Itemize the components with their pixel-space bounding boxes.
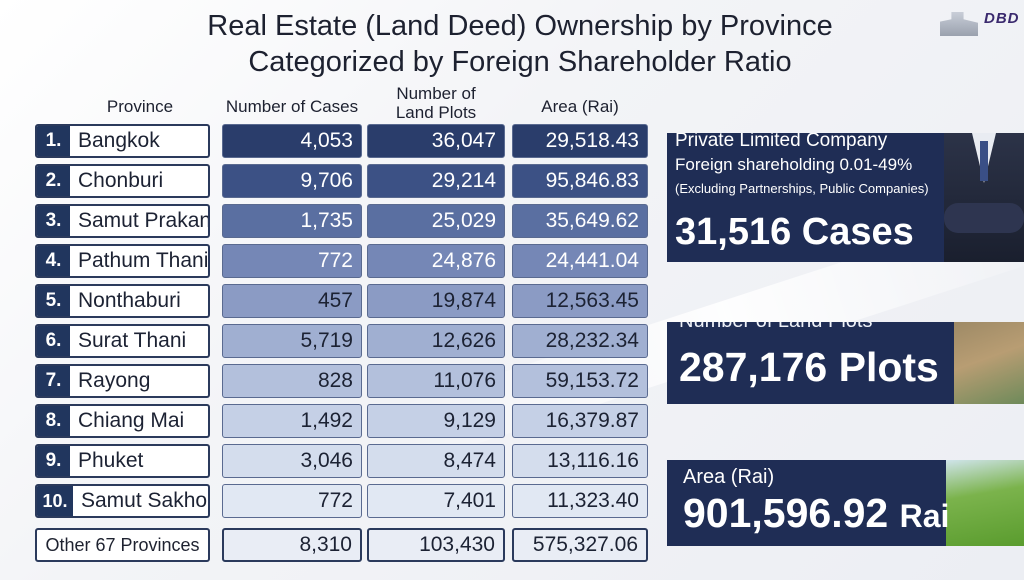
province-name: Surat Thani [78,329,187,352]
rank-badge: 2. [37,166,70,196]
other-plots-cell: 103,430 [367,528,505,562]
province-name: Chiang Mai [78,409,185,432]
cases-cell: 828 [222,364,362,398]
cases-cell: 772 [222,484,362,518]
other-provinces-label: Other 67 Provinces [35,528,210,562]
area-cell: 24,441.04 [512,244,648,278]
province-cell: 7. Rayong [35,364,210,398]
area-value-unit: Rai [899,498,950,534]
area-cell: 59,153.72 [512,364,648,398]
header-plots-line1: Number of [396,84,476,103]
company-exclusion-note: (Excluding Partnerships, Public Companie… [675,181,929,196]
header-province: Province [106,97,174,116]
plots-value: 287,176 Plots [679,344,939,390]
company-heading: Private Limited Company [675,133,888,151]
rank-badge: 5. [37,286,70,316]
header-cases: Number of Cases [225,97,359,116]
logo-text: DBD [984,10,1020,27]
province-cell: 3. Samut Prakan [35,204,210,238]
area-cell: 95,846.83 [512,164,648,198]
province-name: Bangkok [78,129,160,152]
page-subtitle: Categorized by Foreign Shareholder Ratio [248,46,792,78]
page-title: Real Estate (Land Deed) Ownership by Pro… [207,10,833,42]
rank-badge: 1. [37,126,70,156]
cases-cell: 457 [222,284,362,318]
company-cases-value: 31,516 Cases [675,211,914,253]
province-name: Pathum Thani [78,249,209,272]
area-cell: 35,649.62 [512,204,648,238]
province-cell: 9. Phuket [35,444,210,478]
area-value-number: 901,596.92 [683,490,889,536]
cases-cell: 772 [222,244,362,278]
rank-badge: 9. [37,446,70,476]
header-plots-line2: Land Plots [395,103,477,122]
plots-cell: 11,076 [367,364,505,398]
area-cell: 13,116.16 [512,444,648,478]
other-area-cell: 575,327.06 [512,528,648,562]
province-cell: 2. Chonburi [35,164,210,198]
cases-cell: 1,735 [222,204,362,238]
header-plots: Number of Land Plots [367,84,505,122]
province-name: Rayong [78,369,151,392]
land-field-image [954,322,1024,404]
province-cell: 8. Chiang Mai [35,404,210,438]
plots-cell: 29,214 [367,164,505,198]
area-cell: 12,563.45 [512,284,648,318]
province-cell: 1. Bangkok [35,124,210,158]
businessman-image [944,133,1024,262]
province-name: Chonburi [78,169,164,192]
cases-cell: 3,046 [222,444,362,478]
province-name: Nonthaburi [78,289,181,312]
cases-cell: 1,492 [222,404,362,438]
header-area: Area (Rai) [541,97,619,116]
area-cell: 29,518.43 [512,124,648,158]
plots-cell: 12,626 [367,324,505,358]
rank-badge: 7. [37,366,70,396]
area-heading: Area (Rai) [683,466,775,488]
province-name: Samut Sakhon [81,489,210,512]
area-cell: 28,232.34 [512,324,648,358]
plots-cell: 8,474 [367,444,505,478]
province-cell: 4. Pathum Thani [35,244,210,278]
cases-cell: 4,053 [222,124,362,158]
plots-cell: 19,874 [367,284,505,318]
province-cell: 10. Samut Sakhon [35,484,210,518]
province-name: Phuket [78,449,144,472]
plots-cell: 7,401 [367,484,505,518]
other-cases-cell: 8,310 [222,528,362,562]
cases-cell: 5,719 [222,324,362,358]
area-cell: 11,323.40 [512,484,648,518]
cases-cell: 9,706 [222,164,362,198]
company-summary-panel: Private Limited Company Foreign sharehol… [667,133,1024,262]
plots-heading: Number of Land Plots [679,322,872,333]
province-name: Samut Prakan [78,209,210,232]
province-cell: 6. Surat Thani [35,324,210,358]
rank-badge: 3. [37,206,70,236]
province-cell: 5. Nonthaburi [35,284,210,318]
rank-badge: 8. [37,406,70,436]
area-summary-panel: Area (Rai) 901,596.92 Rai [667,460,1024,546]
plots-cell: 9,129 [367,404,505,438]
rank-badge: 4. [37,246,70,276]
dbd-logo: DBD [940,10,1020,40]
area-cell: 16,379.87 [512,404,648,438]
plots-cell: 24,876 [367,244,505,278]
plots-cell: 36,047 [367,124,505,158]
plots-summary-panel: Number of Land Plots 287,176 Plots [667,322,1024,404]
rank-badge: 10. [37,486,73,516]
company-shareholding: Foreign shareholding 0.01-49% [675,155,913,174]
green-field-image [946,460,1024,546]
plots-cell: 25,029 [367,204,505,238]
rank-badge: 6. [37,326,70,356]
building-icon [940,12,978,36]
area-value: 901,596.92 Rai [683,490,949,537]
